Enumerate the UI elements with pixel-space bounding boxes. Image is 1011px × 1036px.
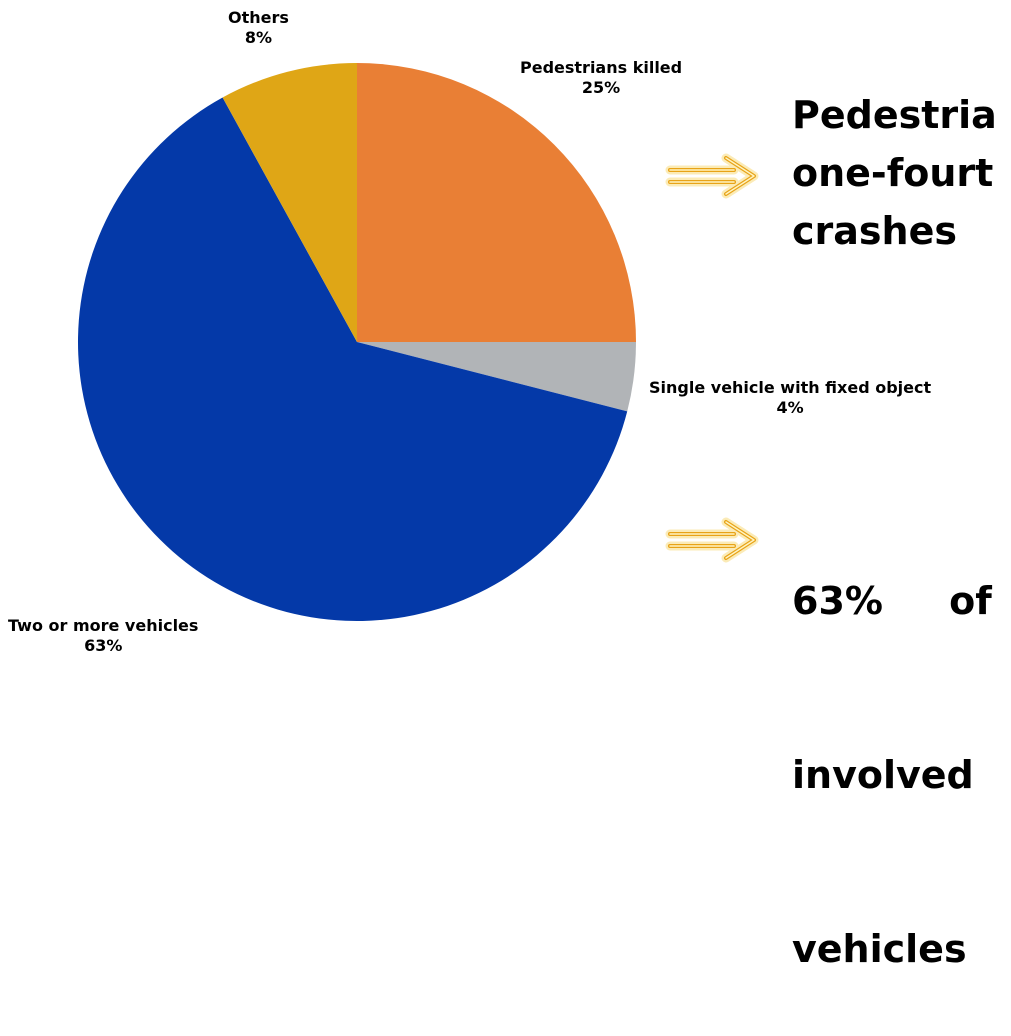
slice-label-two-or-more-vehicles: Two or more vehicles 63% <box>8 616 198 656</box>
slice-name: Single vehicle with fixed object <box>649 378 932 397</box>
pie-slice-two-or-more-vehicles <box>77 97 628 622</box>
slice-name: Others <box>228 8 289 27</box>
slice-label-pedestrians-killed: Pedestrians killed 25% <box>520 58 682 98</box>
slice-name: Two or more vehicles <box>8 616 199 635</box>
pie-slice-others <box>222 63 357 342</box>
pie-chart <box>77 63 636 622</box>
pie-slice-pedestrians-killed <box>357 63 636 342</box>
callout-two-or-more-vehicles: 63% of involved vehicles <box>792 456 1011 1036</box>
slice-percent: 25% <box>581 78 621 97</box>
callout-line: vehicles <box>792 927 967 971</box>
callout-line: crashes <box>792 209 957 253</box>
callout-line: 63% of <box>792 579 992 623</box>
slice-percent: 63% <box>84 636 123 655</box>
slice-percent: 8% <box>244 28 273 47</box>
arrow-right-icon <box>665 517 759 563</box>
pie-slice-single-vehicle-with-fixed-object <box>357 342 636 412</box>
arrow-right-icon <box>665 153 759 199</box>
callout-pedestrians: Pedestria one-fourt crashes <box>792 86 1011 260</box>
slice-name: Pedestrians killed <box>520 58 683 77</box>
slice-label-single-vehicle: Single vehicle with fixed object 4% <box>649 378 931 418</box>
callout-line: one-fourt <box>792 151 994 195</box>
slice-label-others: Others 8% <box>228 8 289 48</box>
slice-percent: 4% <box>776 398 804 417</box>
callout-line: Pedestria <box>792 93 997 137</box>
callout-line: involved <box>792 753 974 797</box>
